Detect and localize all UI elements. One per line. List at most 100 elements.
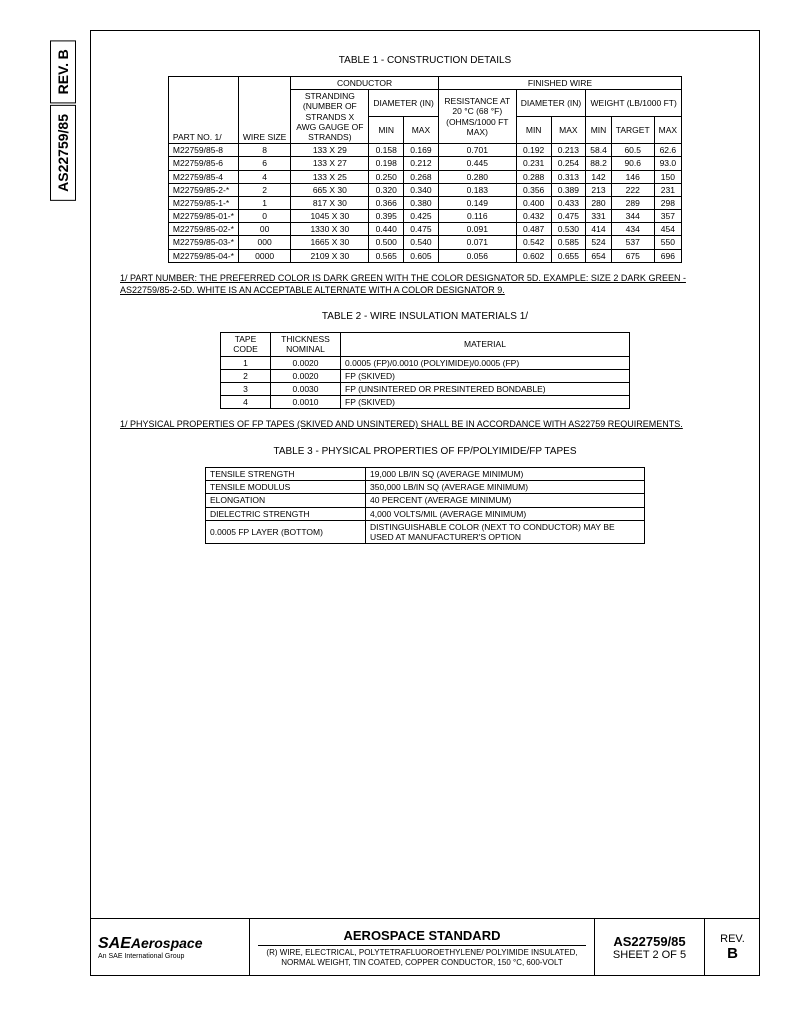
table-cell: 0.0005 FP LAYER (BOTTOM)	[206, 520, 366, 543]
table-cell: M22759/85-2-*	[168, 183, 238, 196]
table-cell: M22759/85-02-*	[168, 223, 238, 236]
table-cell: 0.0020	[271, 356, 341, 369]
table-cell: M22759/85-01-*	[168, 210, 238, 223]
table-cell: 0.313	[551, 170, 586, 183]
doc-num: AS22759/85	[603, 934, 696, 949]
footer-rev: REV. B	[705, 919, 760, 976]
table-row: M22759/85-02-*001330 X 300.4400.4750.091…	[168, 223, 681, 236]
h-fd-min: MIN	[516, 117, 551, 144]
table-cell: DISTINGUISHABLE COLOR (NEXT TO CONDUCTOR…	[366, 520, 645, 543]
h-cd-min: MIN	[369, 117, 404, 144]
table-cell: 0.192	[516, 144, 551, 157]
table-cell: 0.433	[551, 196, 586, 209]
table-row: M22759/85-01-*01045 X 300.3950.4250.1160…	[168, 210, 681, 223]
table-cell: 0.655	[551, 249, 586, 262]
table-row: 10.00200.0005 (FP)/0.0010 (POLYIMIDE)/0.…	[221, 356, 630, 369]
table-cell: 0.071	[438, 236, 516, 249]
table-cell: 0.542	[516, 236, 551, 249]
table2: TAPE CODE THICKNESS NOMINAL MATERIAL 10.…	[220, 332, 630, 409]
table-cell: 0.0010	[271, 396, 341, 409]
table-row: DIELECTRIC STRENGTH4,000 VOLTS/MIL (AVER…	[206, 507, 645, 520]
h-w-max: MAX	[654, 117, 681, 144]
std-desc: (R) WIRE, ELECTRICAL, POLYTETRAFLUOROETH…	[258, 948, 586, 967]
table-cell: 350,000 LB/IN SQ (AVERAGE MINIMUM)	[366, 481, 645, 494]
table-cell: 817 X 30	[291, 196, 369, 209]
table-cell: 4	[221, 396, 271, 409]
table-cell: 0.440	[369, 223, 404, 236]
table-row: 30.0030FP (UNSINTERED OR PRESINTERED BON…	[221, 382, 630, 395]
content: TABLE 1 - CONSTRUCTION DETAILS PART NO. …	[100, 40, 750, 544]
table-cell: 0.250	[369, 170, 404, 183]
table-cell: 1665 X 30	[291, 236, 369, 249]
std-title: AEROSPACE STANDARD	[258, 928, 586, 946]
table-cell: 0.380	[404, 196, 439, 209]
table-cell: 1330 X 30	[291, 223, 369, 236]
table-cell: 0.213	[551, 144, 586, 157]
table-cell: 0.0030	[271, 382, 341, 395]
side-labels: REV. B AS22759/85	[40, 40, 85, 203]
table-cell: 150	[654, 170, 681, 183]
table-cell: 146	[611, 170, 654, 183]
table-row: M22759/85-66133 X 270.1980.2120.4450.231…	[168, 157, 681, 170]
table-cell: 0.254	[551, 157, 586, 170]
footer: SAEAerospace An SAE International Group …	[90, 918, 760, 976]
h-weight: WEIGHT (LB/1000 FT)	[586, 90, 682, 117]
table-cell: 58.4	[586, 144, 612, 157]
table-cell: 696	[654, 249, 681, 262]
table2-body: 10.00200.0005 (FP)/0.0010 (POLYIMIDE)/0.…	[221, 356, 630, 409]
table-cell: DIELECTRIC STRENGTH	[206, 507, 366, 520]
table-cell: 0.116	[438, 210, 516, 223]
table-row: ELONGATION40 PERCENT (AVERAGE MINIMUM)	[206, 494, 645, 507]
h-stranding: STRANDING (NUMBER OF STRANDS X AWG GAUGE…	[291, 90, 369, 144]
table-cell: 0.487	[516, 223, 551, 236]
table-cell: 142	[586, 170, 612, 183]
table-cell: 1	[238, 196, 290, 209]
table-cell: 8	[238, 144, 290, 157]
h-fin-dia: DIAMETER (IN)	[516, 90, 585, 117]
table-row: 20.0020FP (SKIVED)	[221, 369, 630, 382]
table-cell: 0.366	[369, 196, 404, 209]
table-cell: 6	[238, 157, 290, 170]
h-part: PART NO. 1/	[168, 77, 238, 144]
side-rev: REV. B	[50, 40, 76, 103]
table2-title: TABLE 2 - WIRE INSULATION MATERIALS 1/	[100, 311, 750, 322]
table2-header: TAPE CODE THICKNESS NOMINAL MATERIAL	[221, 333, 630, 356]
table-cell: 0.056	[438, 249, 516, 262]
h-cond-dia: DIAMETER (IN)	[369, 90, 438, 117]
table-cell: 2	[221, 369, 271, 382]
table-row: M22759/85-44133 X 250.2500.2680.2800.288…	[168, 170, 681, 183]
table-cell: 133 X 27	[291, 157, 369, 170]
footer-doc: AS22759/85 SHEET 2 OF 5	[595, 919, 705, 976]
table-cell: 0.356	[516, 183, 551, 196]
table-cell: M22759/85-1-*	[168, 196, 238, 209]
table-cell: FP (SKIVED)	[341, 396, 630, 409]
table-cell: M22759/85-6	[168, 157, 238, 170]
table-cell: 0.540	[404, 236, 439, 249]
table-cell: 133 X 29	[291, 144, 369, 157]
table3-body: TENSILE STRENGTH19,000 LB/IN SQ (AVERAGE…	[206, 468, 645, 544]
h-size: WIRE SIZE	[238, 77, 290, 144]
table-cell: 0.395	[369, 210, 404, 223]
table-cell: 654	[586, 249, 612, 262]
table-cell: 0.432	[516, 210, 551, 223]
table-cell: 344	[611, 210, 654, 223]
table-cell: 298	[654, 196, 681, 209]
note1-text: 1/ PART NUMBER: THE PREFERRED COLOR IS D…	[120, 273, 686, 295]
table-cell: 0.091	[438, 223, 516, 236]
table-cell: 2	[238, 183, 290, 196]
table-cell: 0.320	[369, 183, 404, 196]
table-row: TENSILE STRENGTH19,000 LB/IN SQ (AVERAGE…	[206, 468, 645, 481]
table-cell: 0.425	[404, 210, 439, 223]
note2: 1/ PHYSICAL PROPERTIES OF FP TAPES (SKIV…	[120, 419, 730, 431]
table-row: M22759/85-1-*1817 X 300.3660.3800.1490.4…	[168, 196, 681, 209]
h-finished: FINISHED WIRE	[438, 77, 681, 90]
table-cell: 0.389	[551, 183, 586, 196]
h-mat: MATERIAL	[341, 333, 630, 356]
table-cell: 0.701	[438, 144, 516, 157]
h-conductor: CONDUCTOR	[291, 77, 438, 90]
table-cell: 0.475	[404, 223, 439, 236]
table-cell: 1	[221, 356, 271, 369]
table-cell: M22759/85-03-*	[168, 236, 238, 249]
table1-header-row-1: PART NO. 1/ WIRE SIZE CONDUCTOR FINISHED…	[168, 77, 681, 90]
table-cell: 0.169	[404, 144, 439, 157]
